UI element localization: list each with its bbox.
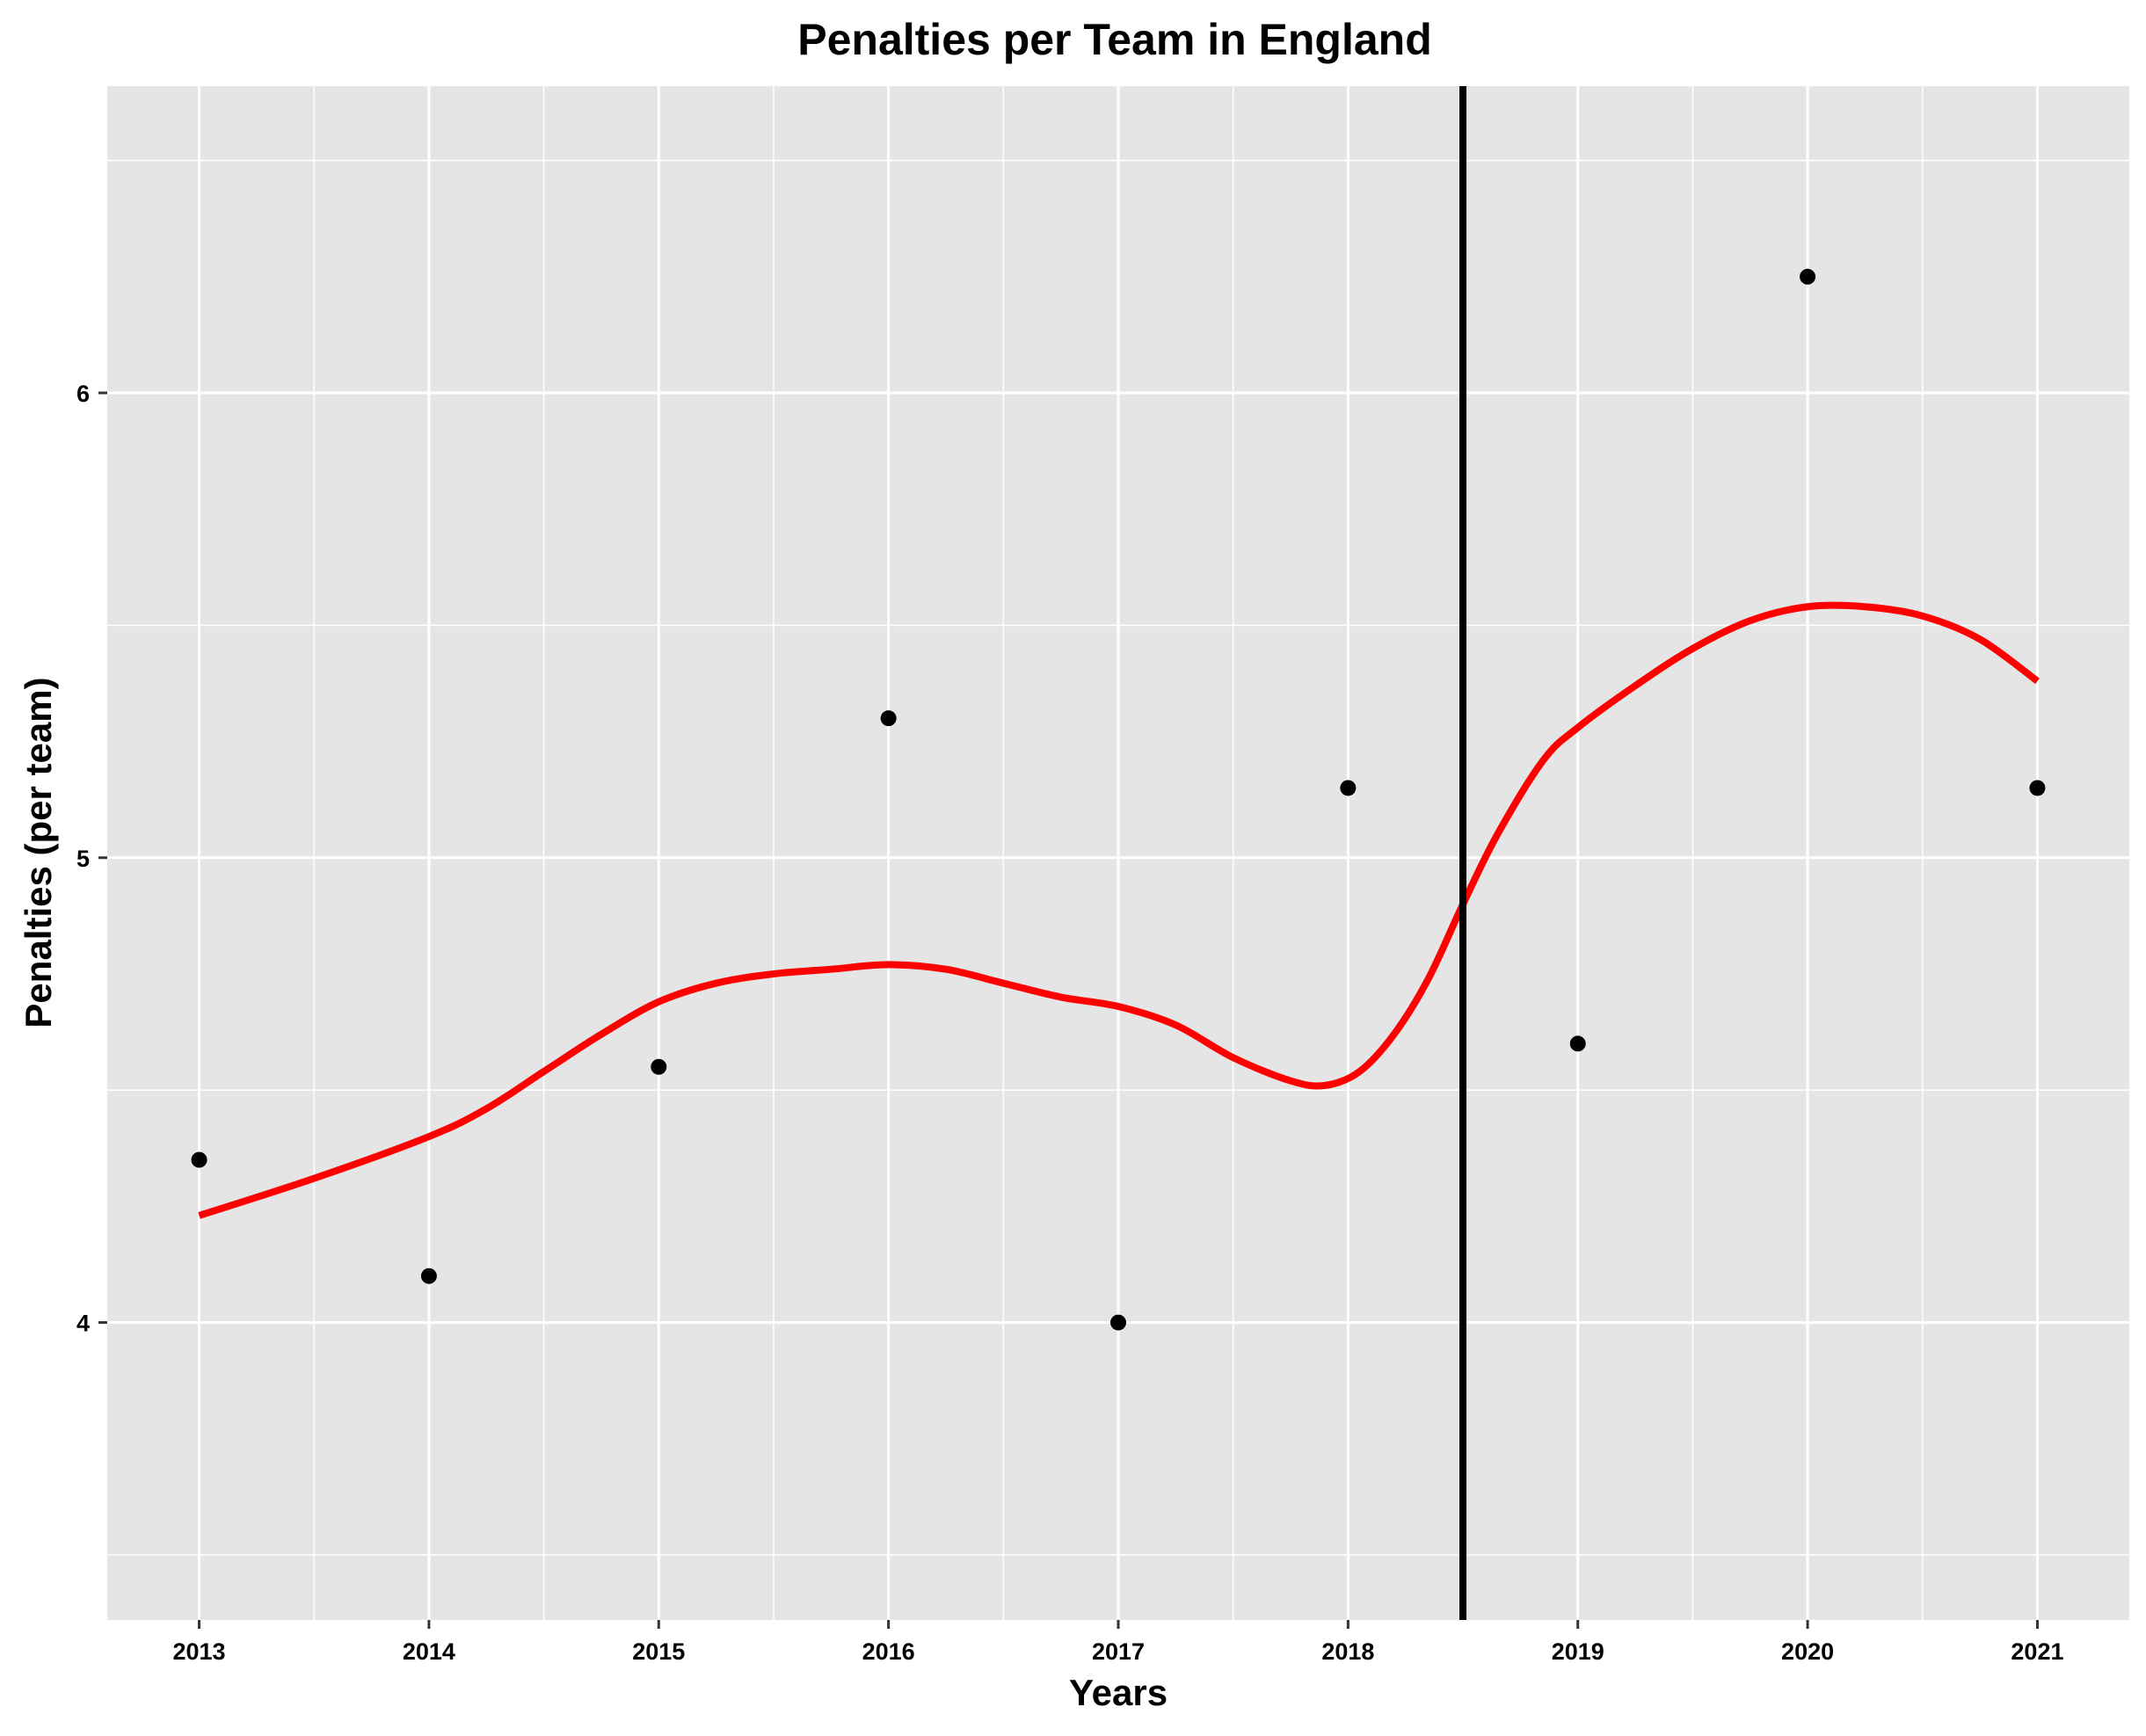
y-tick-labels: 4 5 6	[76, 381, 90, 1337]
data-point	[191, 1151, 207, 1168]
smooth-trend-line	[198, 601, 2040, 1219]
x-tick-label: 2020	[1781, 1638, 1834, 1665]
x-axis-title: Years	[1069, 1672, 1168, 1713]
data-point	[1340, 780, 1357, 796]
data-point	[651, 1058, 667, 1075]
x-tick-label: 2017	[1092, 1638, 1145, 1665]
x-tick-label: 2015	[632, 1638, 685, 1665]
axis-ticks	[98, 391, 2039, 1629]
grid-major	[107, 86, 2129, 1620]
x-tick-label: 2021	[2011, 1638, 2063, 1665]
data-point	[2029, 780, 2046, 796]
data-point	[1569, 1035, 1586, 1052]
y-tick-label: 6	[76, 381, 90, 407]
x-tick-label: 2016	[862, 1638, 915, 1665]
x-tick-label: 2019	[1552, 1638, 1604, 1665]
data-point	[1110, 1314, 1126, 1331]
data-point	[880, 710, 897, 727]
x-tick-labels: 2013 2014 2015 2016 2017 2018 2019 2020 2021	[173, 1638, 2064, 1665]
x-tick-label: 2014	[403, 1638, 455, 1665]
x-tick-label: 2018	[1321, 1638, 1374, 1665]
x-tick-label: 2013	[173, 1638, 226, 1665]
data-layer	[191, 86, 2046, 1620]
data-point	[420, 1267, 437, 1284]
y-tick-label: 4	[76, 1311, 90, 1337]
data-point	[1800, 268, 1816, 285]
chart-title: Penalties per Team in England	[797, 15, 1431, 64]
y-tick-label: 5	[76, 846, 90, 872]
y-axis-title: Penalties (per team)	[18, 677, 59, 1028]
